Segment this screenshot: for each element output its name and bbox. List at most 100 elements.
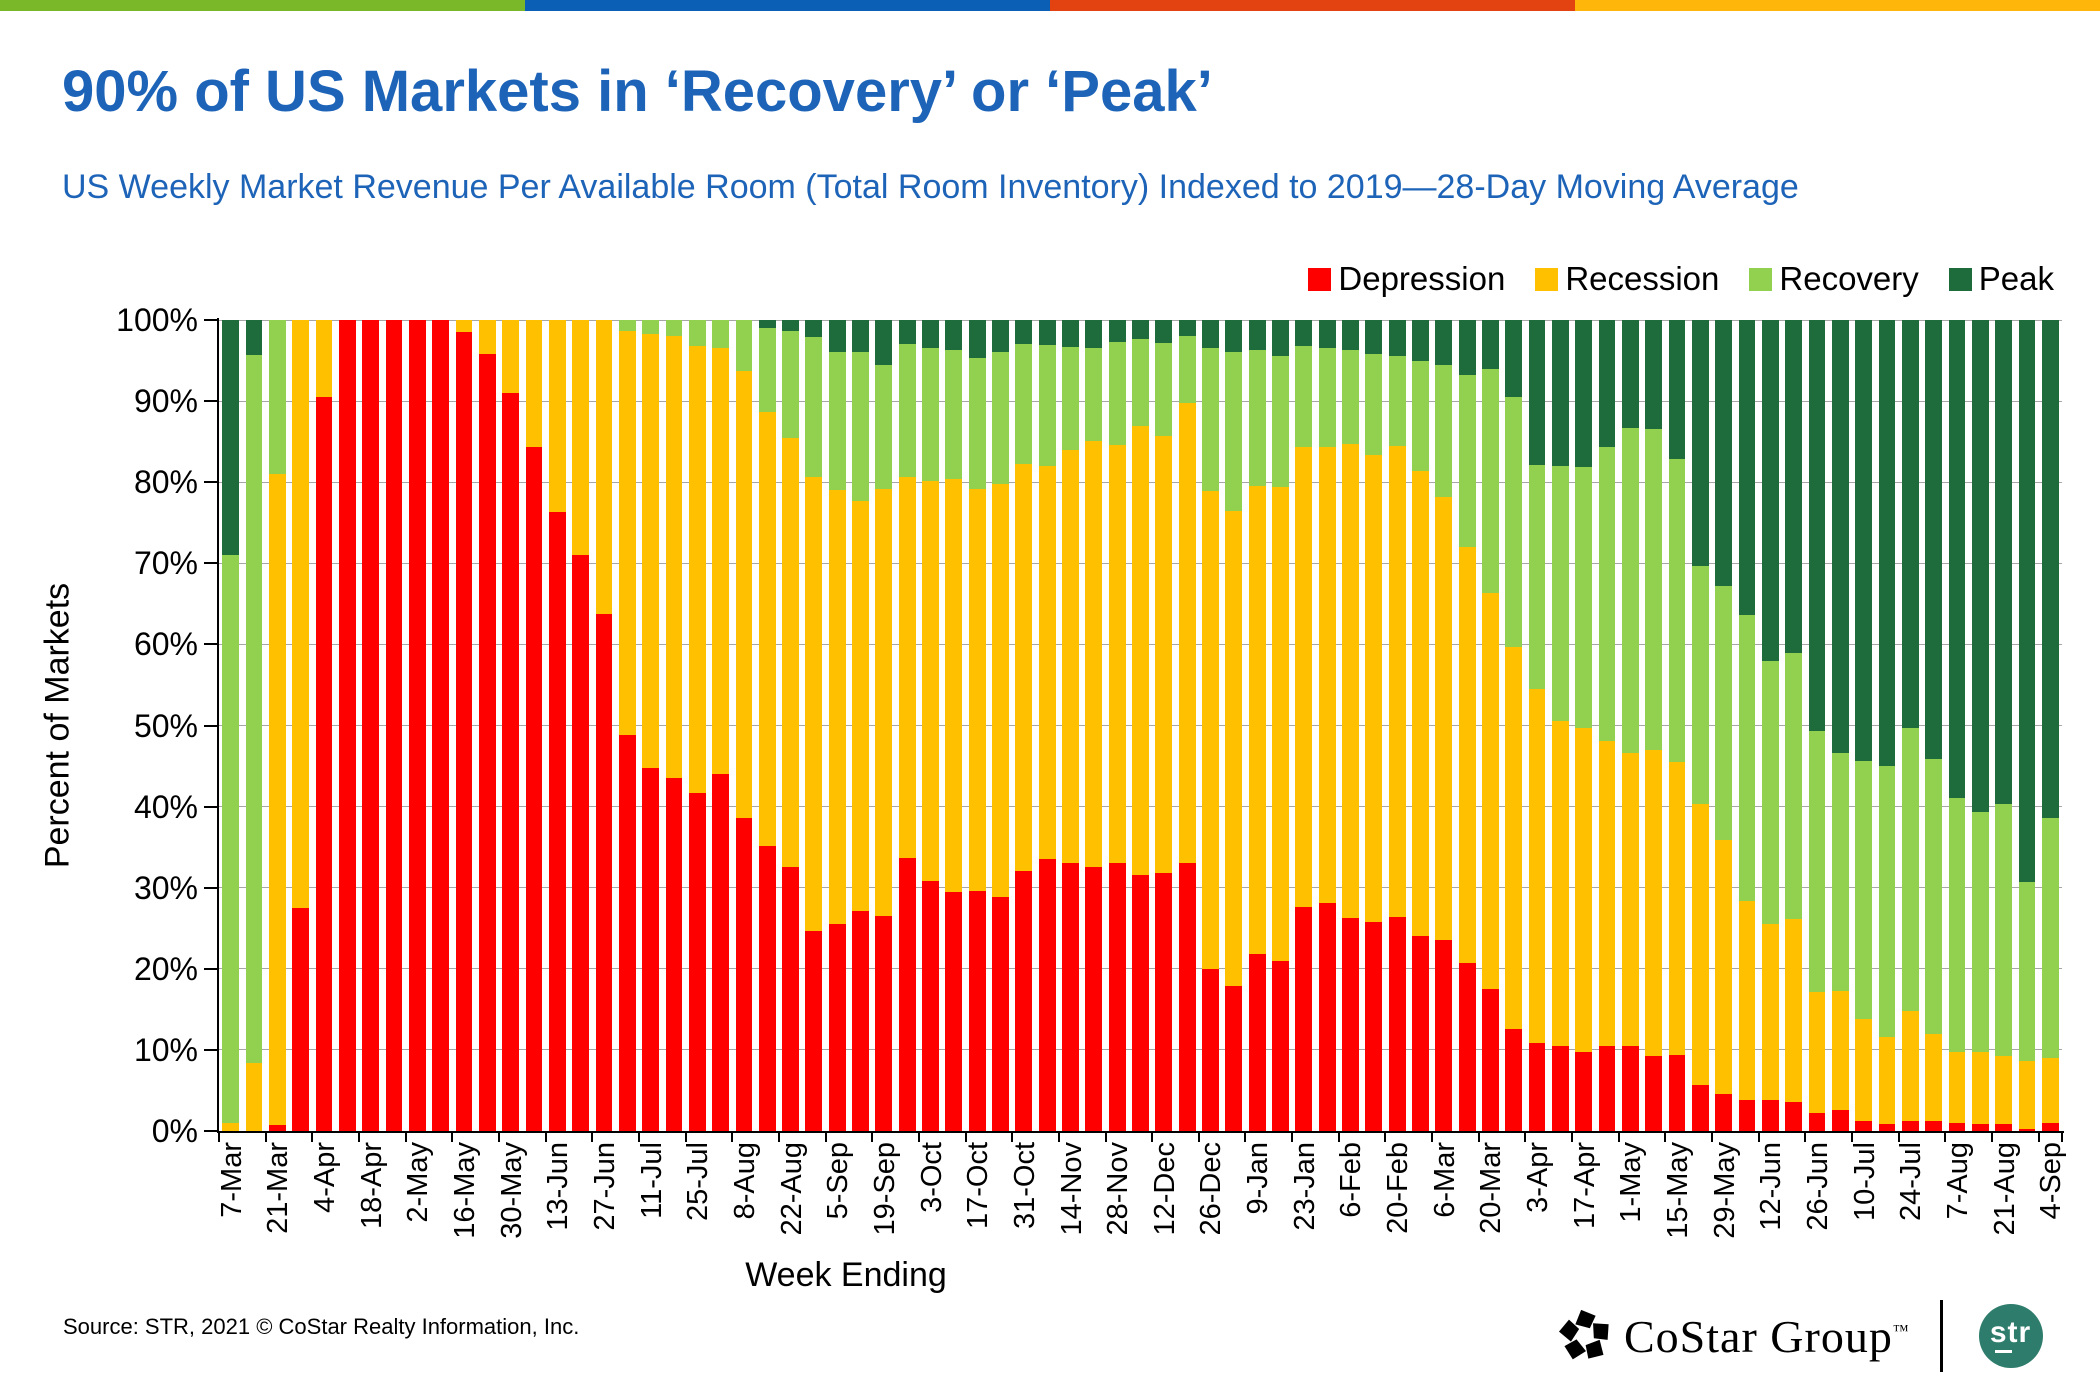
bar-segment-recession [1878, 1036, 1896, 1125]
bar-segment-depression [1948, 1122, 1966, 1131]
bar-segment-peak [1482, 320, 1499, 369]
bar-segment-peak [1272, 320, 1289, 357]
stacked-bar [1808, 320, 1826, 1131]
bar-segment-depression [268, 1125, 286, 1131]
stacked-bar [1155, 320, 1173, 1131]
top-accent-segment [1050, 0, 1575, 11]
top-accent-segment [1575, 0, 2100, 11]
bar-segment-recession [1505, 646, 1523, 1029]
x-tick-mark [357, 1133, 360, 1142]
bar-segment-peak [245, 320, 263, 355]
x-tick-mark [1944, 1133, 1947, 1142]
x-tick-mark [777, 1133, 780, 1142]
stacked-bar [2018, 320, 2036, 1131]
bar-segment-recession [1295, 447, 1313, 908]
bar-segment-recession [315, 320, 333, 398]
bar-segment-depression [1575, 1051, 1593, 1131]
bar-segment-peak [1108, 320, 1126, 342]
stacked-bar [875, 320, 893, 1131]
top-accent-bar [0, 0, 2100, 11]
legend-item-peak: Peak [1948, 260, 2054, 298]
bar-segment-recession [618, 331, 636, 736]
bar-segment-recovery [1785, 652, 1803, 919]
bar-segment-recession [992, 483, 1009, 898]
bar-segment-recession [1528, 688, 1546, 1044]
bar-segment-peak [1598, 320, 1616, 448]
bar-segment-recovery [1645, 428, 1663, 750]
stacked-bar [572, 320, 589, 1131]
stacked-bar [2041, 320, 2059, 1131]
bar-segment-depression [1132, 874, 1149, 1131]
page-subtitle: US Weekly Market Revenue Per Available R… [62, 168, 1799, 206]
y-tick-label: 100% [116, 302, 198, 338]
bar-segment-depression [1365, 921, 1383, 1131]
x-tick-mark [311, 1133, 314, 1142]
bar-segment-recession [758, 411, 776, 846]
bar-segment-peak [222, 320, 240, 556]
bar-segment-recession [1692, 804, 1709, 1085]
stacked-bar [222, 320, 240, 1131]
brand-logos: CoStar Group™ str [1556, 1300, 2043, 1372]
stacked-bar [1295, 320, 1313, 1131]
legend-label: Recovery [1779, 260, 1919, 297]
bar-segment-recession [665, 336, 683, 779]
bar-segment-depression [852, 911, 869, 1131]
stacked-bar [1202, 320, 1219, 1131]
bar-segment-recovery [1995, 804, 2013, 1056]
bar-segment-recovery [1272, 356, 1289, 488]
costar-pinwheel-icon [1558, 1309, 1609, 1360]
bar-segment-depression [1622, 1045, 1639, 1131]
stacked-bar [385, 320, 403, 1131]
stacked-bar [1971, 320, 1989, 1131]
bar-segment-recession [642, 333, 659, 768]
bar-segment-peak [1948, 320, 1966, 799]
legend-swatch [1948, 267, 1972, 291]
bar-segment-recovery [1528, 465, 1546, 689]
bar-segment-recovery [875, 364, 893, 489]
y-tick-label: 90% [133, 383, 198, 420]
stacked-bar [338, 320, 356, 1131]
stacked-bar [1178, 320, 1196, 1131]
bar-segment-recovery [1435, 364, 1453, 497]
bar-segment-recession [712, 348, 729, 775]
x-tick-mark [404, 1133, 407, 1142]
y-tick-label: 50% [133, 707, 198, 744]
bar-segment-recovery [1831, 753, 1849, 992]
bar-segment-recovery [1412, 360, 1429, 471]
bar-segment-recovery [945, 350, 963, 479]
stacked-bar [502, 320, 519, 1131]
bar-segment-peak [1085, 320, 1103, 348]
str-underline [1995, 1350, 2013, 1353]
bar-segment-recovery [1925, 758, 1943, 1035]
bar-segment-recession [1458, 547, 1476, 964]
bar-segment-recession [922, 481, 939, 882]
stacked-bar [1435, 320, 1453, 1131]
stacked-bar [1505, 320, 1523, 1131]
y-tick-mark [204, 481, 218, 484]
stacked-bar [1552, 320, 1569, 1131]
bar-segment-peak [2018, 320, 2036, 883]
stacked-bar [1482, 320, 1499, 1131]
y-tick-mark [204, 400, 218, 403]
bar-segment-recovery [2018, 882, 2036, 1062]
stacked-bar [1901, 320, 1919, 1131]
bar-segment-recession [1761, 924, 1779, 1101]
bar-segment-depression [1971, 1124, 1989, 1131]
y-tick-label: 60% [133, 626, 198, 663]
stacked-bar [432, 320, 450, 1131]
bar-segment-depression [1785, 1101, 1803, 1131]
stacked-bar [922, 320, 939, 1131]
stacked-bar [1785, 320, 1803, 1131]
x-tick-mark [497, 1133, 500, 1142]
bar-segment-recovery [1552, 465, 1569, 722]
bar-segment-recovery [1971, 812, 1989, 1053]
y-tick-mark [204, 967, 218, 970]
y-tick-mark [204, 886, 218, 889]
bar-segment-recession [1108, 444, 1126, 864]
x-tick-mark [1197, 1133, 1200, 1142]
bar-segment-peak [1435, 320, 1453, 365]
legend-label: Depression [1338, 260, 1506, 297]
stacked-bar [805, 320, 823, 1131]
bar-segment-recovery [688, 320, 706, 346]
bar-segment-recession [1482, 593, 1499, 990]
